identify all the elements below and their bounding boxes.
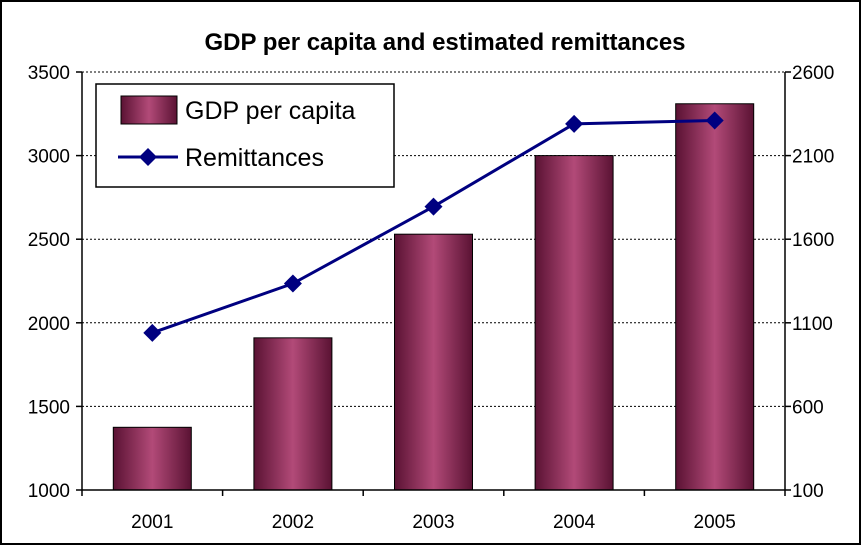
chart-title: GDP per capita and estimated remittances: [204, 29, 685, 56]
right-tick-label: 2600: [792, 63, 834, 84]
x-tick-label: 2001: [131, 512, 173, 533]
remittances-point: [424, 197, 443, 216]
right-tick-label: 100: [792, 481, 824, 502]
x-tick-label: 2004: [553, 512, 596, 533]
left-tick-label: 1000: [28, 481, 70, 502]
left-tick-label: 3000: [28, 147, 70, 168]
left-tick-label: 2000: [28, 314, 70, 335]
left-tick-label: 2500: [28, 230, 70, 251]
bar: [394, 233, 473, 491]
left-tick-label: 1500: [28, 397, 70, 418]
right-tick-label: 2100: [792, 147, 834, 168]
remittances-point: [565, 114, 584, 133]
bar: [112, 426, 192, 491]
x-tick-label: 2005: [694, 512, 736, 533]
remittances-point: [143, 323, 162, 342]
right-tick-label: 1600: [792, 230, 834, 251]
bar: [675, 103, 755, 491]
remittances-point: [705, 111, 724, 130]
legend-label-remittances: Remittances: [185, 144, 324, 172]
bar: [534, 155, 614, 491]
left-tick-label: 3500: [28, 63, 70, 84]
legend-marker-remittances: [139, 148, 157, 166]
remittances-point: [283, 274, 302, 293]
right-tick-label: 600: [792, 397, 824, 418]
legend-label-gdp: GDP per capita: [185, 97, 356, 125]
x-tick-label: 2003: [412, 512, 454, 533]
legend-swatch-gdp: [120, 95, 178, 125]
legend: GDP per capita Remittances: [95, 83, 395, 188]
right-tick-label: 1100: [792, 314, 833, 335]
bar: [253, 337, 333, 491]
x-tick-label: 2002: [272, 512, 314, 533]
